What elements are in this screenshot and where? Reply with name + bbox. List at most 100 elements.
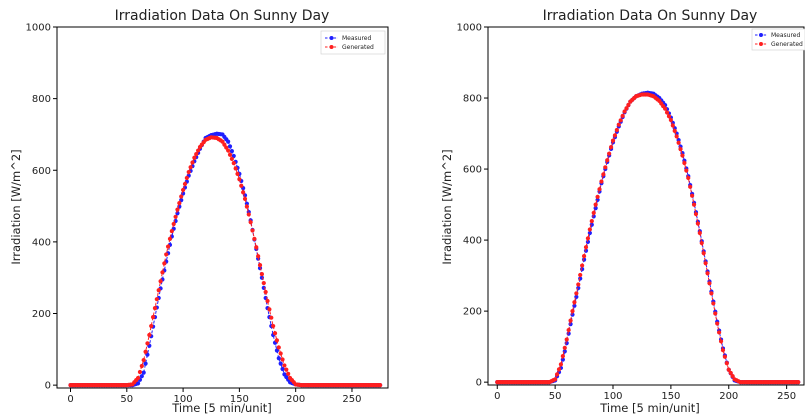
data-point-measured (175, 211, 180, 216)
y-tick-label: 200 (32, 309, 51, 320)
plot-area (487, 26, 805, 386)
data-point-measured (568, 322, 573, 327)
data-point-generated (137, 369, 143, 375)
data-point-generated (610, 138, 616, 143)
data-point-generated (695, 221, 700, 226)
data-point-generated (269, 315, 274, 320)
data-point-generated (730, 374, 735, 379)
y-tick-label: 1000 (457, 23, 482, 34)
data-point-generated (244, 204, 249, 209)
data-point-generated (722, 354, 728, 359)
data-point-measured (274, 348, 280, 353)
data-point-generated (246, 212, 251, 217)
data-point-generated (668, 117, 673, 123)
data-point-generated (378, 383, 383, 388)
data-point-generated (254, 245, 259, 250)
data-point-generated (614, 127, 619, 133)
data-point-generated (707, 281, 712, 286)
data-point-generated (558, 362, 564, 367)
y-tick-label: 200 (463, 307, 482, 318)
data-point-generated (263, 289, 268, 295)
x-axis: 0 50 100 150 200 250 (494, 385, 796, 402)
data-point-generated (271, 323, 276, 329)
data-point-generated (286, 371, 291, 376)
chart-right: Irradiation Data On Sunny Day 0 200 400 600… (440, 8, 805, 415)
data-point-generated (699, 240, 704, 246)
data-point-generated (556, 367, 562, 372)
data-point-generated (697, 230, 702, 236)
data-point-measured (226, 139, 231, 144)
legend-box (751, 28, 805, 51)
data-point-generated (581, 253, 587, 259)
data-point-generated (252, 236, 257, 241)
x-tick-label: 150 (661, 391, 680, 402)
data-point-generated (568, 318, 573, 323)
data-point-generated (280, 357, 285, 362)
data-point-generated (711, 301, 716, 306)
data-point-generated (196, 148, 201, 153)
y-axis: 0 200 400 600 800 1000 (457, 23, 488, 389)
legend-label-measured: Measured (342, 35, 372, 42)
legend-box (320, 30, 386, 55)
data-point-generated (622, 109, 627, 114)
data-point-generated (171, 221, 176, 227)
x-axis: 0 50 100 150 200 250 (67, 388, 362, 405)
data-point-generated (282, 363, 287, 368)
legend-marker-measured (759, 33, 763, 37)
data-point-generated (680, 153, 685, 158)
data-point-generated (666, 114, 672, 119)
data-point-generated (690, 193, 695, 198)
data-point-generated (703, 261, 708, 266)
data-point-generated (578, 272, 583, 278)
chart-left: Irradiation Data On Sunny Day 0 200 400 600… (9, 8, 389, 415)
data-point-generated (560, 354, 565, 359)
data-point-generated (796, 380, 801, 385)
data-point-generated (562, 345, 567, 350)
data-point-generated (726, 367, 731, 372)
data-point-generated (152, 306, 158, 311)
data-point-measured (227, 144, 233, 149)
data-point-generated (686, 175, 691, 181)
data-point-generated (250, 228, 255, 233)
data-point-generated (597, 187, 602, 192)
x-tick-label: 200 (286, 394, 305, 405)
data-point-measured (139, 374, 144, 379)
legend-label-generated: Generated (342, 44, 374, 51)
data-point-generated (717, 330, 722, 335)
plot-area (56, 26, 389, 389)
data-point-generated (612, 133, 618, 138)
data-point-generated (701, 251, 706, 256)
x-axis-label: Time [5 min/unit] (599, 401, 700, 415)
x-tick-label: 200 (719, 391, 738, 402)
data-point-generated (145, 341, 150, 346)
data-point-generated (589, 219, 594, 224)
data-point-generated (572, 300, 577, 305)
data-point-generated (566, 327, 571, 333)
data-point-generated (713, 311, 718, 316)
data-point-generated (284, 367, 289, 372)
data-point-generated (154, 297, 159, 302)
data-point-generated (141, 357, 146, 363)
x-tick-label: 150 (230, 394, 249, 405)
x-tick-label: 0 (494, 391, 500, 402)
data-point-generated (624, 106, 629, 111)
x-tick-label: 100 (174, 394, 193, 405)
data-point-generated (682, 160, 687, 166)
data-point-generated (709, 291, 714, 296)
data-point-generated (165, 244, 171, 249)
data-point-generated (670, 123, 675, 128)
data-point-generated (553, 377, 558, 382)
data-point-generated (274, 338, 280, 343)
x-axis-label: Time [5 min/unit] (171, 401, 272, 415)
data-point-generated (150, 314, 156, 320)
y-tick-label: 800 (32, 94, 51, 105)
data-point-generated (664, 110, 670, 115)
y-tick-label: 0 (476, 378, 482, 389)
data-point-generated (256, 254, 261, 259)
y-tick-label: 600 (32, 166, 51, 177)
data-point-generated (601, 172, 606, 177)
data-point-generated (676, 140, 681, 145)
data-point-generated (672, 128, 677, 134)
data-point-generated (248, 220, 253, 225)
data-point-generated (239, 183, 244, 188)
